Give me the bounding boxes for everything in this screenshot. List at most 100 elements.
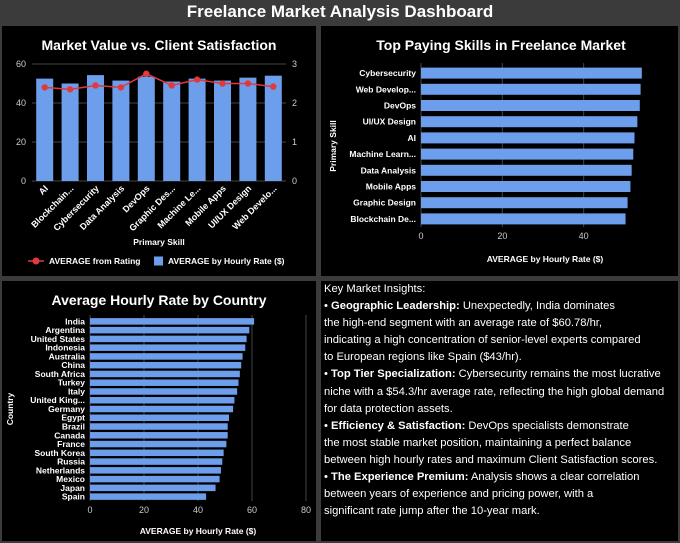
rating-point	[219, 80, 226, 87]
y-tick-label: Japan	[60, 483, 85, 493]
bar	[90, 388, 238, 395]
y-tick-label: Spain	[62, 492, 85, 502]
rating-point	[244, 80, 252, 87]
x-tick-label: 0	[87, 505, 92, 515]
bar	[421, 67, 642, 79]
rating-point	[143, 70, 150, 77]
y-axis-label: Primary Skill	[328, 120, 338, 172]
insight-label: The Experience Premium:	[331, 471, 469, 484]
y-tick-label: Cybersecurity	[359, 68, 416, 78]
insights-text: Key Market Insights: • Geographic Leader…	[324, 281, 674, 520]
y-tick-label: Blockchain De...	[350, 214, 416, 224]
x-axis-label: AVERAGE by Hourly Rate ($)	[487, 254, 604, 264]
y-tick-label: Germany	[48, 404, 85, 414]
y-right-tick-label: 2	[292, 98, 297, 108]
y-tick-label: United States	[31, 334, 86, 344]
y-tick-label: AI	[408, 133, 417, 143]
insight-line: Cybersecurity remains the most lucrative	[455, 368, 661, 381]
rating-line	[44, 72, 274, 91]
bar	[90, 423, 228, 430]
y-tick-label: France	[57, 439, 85, 449]
y-tick-label: Australia	[49, 351, 86, 361]
x-tick-label: 40	[579, 231, 589, 241]
bar	[90, 475, 220, 483]
rating-point	[270, 83, 277, 90]
y-left-tick-label: 60	[16, 59, 26, 69]
insight-line: DevOps specialists demonstrate	[465, 419, 629, 432]
x-tick-label: 0	[418, 231, 423, 241]
y-tick-label: China	[61, 360, 85, 370]
y-tick-label: Indonesia	[45, 343, 85, 353]
y-right-tick-label: 1	[292, 137, 297, 147]
bar	[90, 467, 221, 474]
y-axis-label: Country	[5, 392, 15, 425]
y-tick-label: South Korea	[34, 448, 85, 458]
bar	[90, 405, 234, 413]
insight-label: Geographic Leadership:	[331, 300, 460, 313]
y-tick-label: Mexico	[56, 474, 85, 484]
bar	[90, 396, 235, 404]
y-tick-label: Italy	[68, 386, 85, 396]
bar	[90, 493, 207, 500]
market-value-chart: Market Value vs. Client Satisfaction0204…	[16, 37, 297, 266]
insight-label: Efficiency & Satisfaction:	[331, 419, 466, 432]
y-left-tick-label: 0	[21, 176, 26, 186]
bar	[90, 318, 255, 325]
hourly-rate-by-country-chart: Average Hourly Rate by Country 0 20 40 60 80 I…	[5, 292, 311, 536]
insight-line: indicating a high concentration of senio…	[324, 334, 641, 347]
bar	[421, 213, 626, 225]
rating-point	[92, 82, 99, 89]
y-tick-label: South Africa	[35, 369, 85, 379]
y-tick-label: Brazil	[62, 421, 85, 431]
bar	[239, 77, 257, 181]
rating-point	[193, 76, 201, 83]
y-tick-label: United King...	[30, 395, 85, 405]
y-tick-label: Mobile Apps	[366, 181, 416, 191]
bar	[36, 78, 54, 181]
insight-line: niche with a $54.3/hr average rate, refl…	[324, 385, 665, 398]
rating-point	[66, 86, 74, 93]
y-right-tick-label: 0	[292, 176, 297, 186]
bar	[90, 335, 247, 343]
page-title: Freelance Market Analysis Dashboard	[186, 2, 494, 21]
legend-line-marker	[32, 257, 40, 265]
bar	[90, 414, 230, 422]
insight-item: • Geographic Leadership: Unexpectedly, I…	[324, 298, 674, 366]
insight-bullet: •	[324, 419, 332, 432]
insight-line: significant rate jump after the 10-year …	[324, 505, 540, 518]
bar	[90, 432, 228, 439]
x-tick-label: 40	[193, 505, 203, 515]
bar	[87, 75, 104, 181]
y-right-tick-label: 3	[292, 59, 297, 69]
y-tick-label: Graphic Design	[353, 198, 416, 208]
x-tick-label: 60	[247, 505, 257, 515]
insight-line: Unexpectedly, India dominates	[459, 300, 615, 313]
legend-label-rating: AVERAGE from Rating	[49, 256, 140, 266]
insight-item: • The Experience Premium: Analysis shows…	[324, 469, 674, 520]
bar	[264, 75, 282, 181]
y-tick-label: Web Develop...	[356, 84, 416, 94]
y-tick-label: Netherlands	[36, 465, 85, 475]
y-tick-label: Turkey	[58, 378, 86, 388]
bar	[421, 197, 628, 209]
y-tick-label: Data Analysis	[361, 165, 417, 175]
bar	[90, 353, 243, 360]
x-tick-label: 20	[139, 505, 149, 515]
market-value-chart-panel: Market Value vs. Client Satisfaction 0 20 4…	[2, 26, 316, 276]
y-tick-label: Machine Learn...	[349, 149, 416, 159]
insight-item: • Efficiency & Satisfaction: DevOps spec…	[324, 418, 674, 469]
bar	[214, 80, 231, 181]
y-left-tick-label: 40	[16, 98, 26, 108]
bar	[90, 370, 240, 378]
bar	[90, 361, 242, 369]
rating-point	[117, 84, 125, 91]
insights-list: • Geographic Leadership: Unexpectedly, I…	[324, 298, 674, 520]
x-axis-label: Primary Skill	[133, 237, 185, 247]
insight-line: for data protection assets.	[324, 402, 453, 415]
x-axis-label: AVERAGE by Hourly Rate ($)	[140, 526, 257, 536]
rating-point	[41, 84, 48, 91]
bar	[90, 458, 223, 465]
insight-item: • Top Tier Specialization: Cybersecurity…	[324, 366, 674, 417]
insights-heading: Key Market Insights:	[324, 283, 426, 295]
insight-bullet: •	[324, 368, 332, 381]
